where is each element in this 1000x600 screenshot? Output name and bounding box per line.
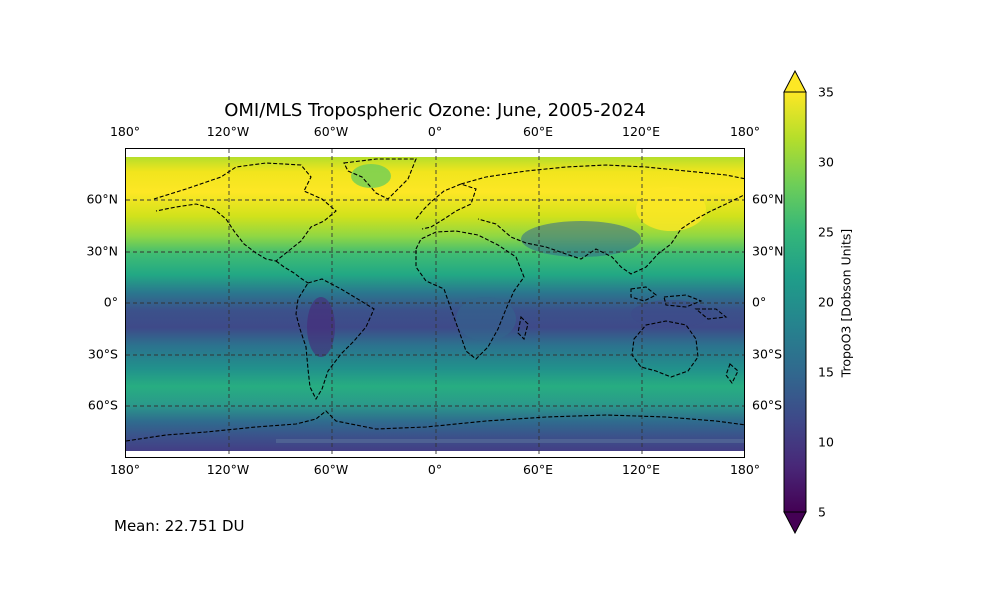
lat-tick-left: 30°S — [87, 346, 118, 362]
map-title: OMI/MLS Tropospheric Ozone: June, 2005-2… — [224, 100, 646, 121]
lat-tick-right: 30°N — [752, 243, 784, 259]
colorbar-tick: 30 — [818, 154, 834, 170]
lat-tick-left: 0° — [103, 294, 118, 310]
lat-tick-right: 60°S — [752, 397, 783, 413]
lon-tick-top: 0° — [427, 124, 443, 139]
lon-tick-top: 60°W — [313, 124, 349, 139]
lon-tick-top: 120°E — [621, 124, 661, 139]
lon-tick-top: 120°W — [206, 124, 250, 139]
colorbar-tick: 20 — [818, 294, 834, 310]
lon-tick-bottom: 0° — [427, 462, 443, 477]
colorbar — [783, 70, 807, 534]
lon-tick-top: 180° — [729, 124, 761, 139]
colorbar-label: TropoO3 [Dobson Units] — [838, 228, 854, 378]
lat-tick-left: 60°N — [86, 191, 118, 207]
ozone-field — [126, 149, 744, 457]
lon-tick-bottom: 60°W — [313, 462, 349, 477]
lon-tick-top: 180° — [109, 124, 141, 139]
lon-tick-bottom: 120°W — [206, 462, 250, 477]
colorbar-tick: 5 — [818, 504, 826, 520]
colorbar-tick: 15 — [818, 364, 834, 380]
lon-tick-bottom: 120°E — [621, 462, 661, 477]
lat-tick-right: 60°N — [752, 191, 784, 207]
mean-value: Mean: 22.751 DU — [114, 517, 245, 535]
lat-tick-right: 0° — [752, 294, 767, 310]
lat-tick-right: 30°S — [752, 346, 783, 362]
lon-tick-top: 60°E — [522, 124, 554, 139]
lon-tick-bottom: 60°E — [522, 462, 554, 477]
lon-tick-bottom: 180° — [729, 462, 761, 477]
colorbar-tick: 25 — [818, 224, 834, 240]
lat-tick-left: 30°N — [86, 243, 118, 259]
gridlines — [126, 149, 744, 457]
lon-tick-bottom: 180° — [109, 462, 141, 477]
ozone-map — [125, 148, 745, 458]
colorbar-tick: 10 — [818, 434, 834, 450]
colorbar-tick: 35 — [818, 84, 834, 100]
coastlines — [126, 158, 744, 442]
lat-tick-left: 60°S — [87, 397, 118, 413]
